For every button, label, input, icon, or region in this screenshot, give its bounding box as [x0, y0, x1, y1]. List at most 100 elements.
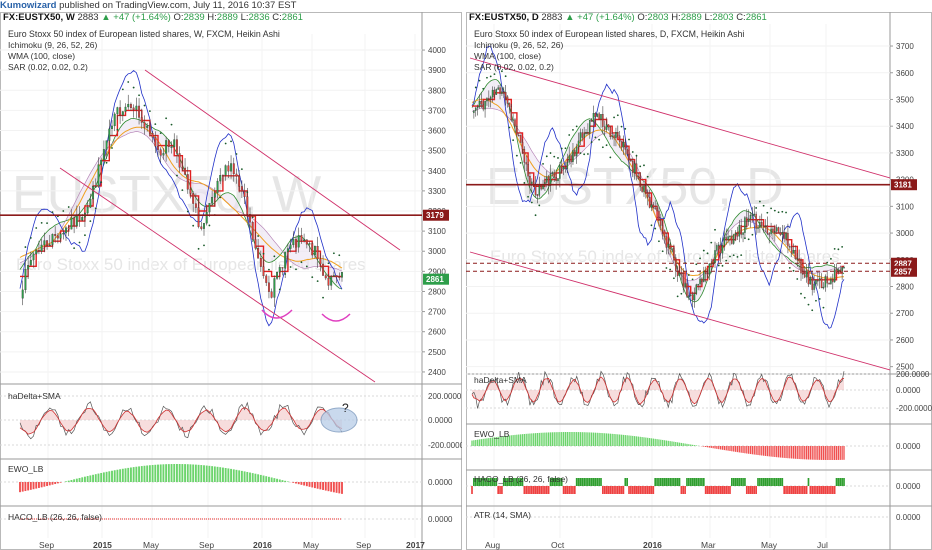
candle-body — [35, 249, 38, 255]
sar-dot — [176, 174, 178, 177]
haco-bar — [527, 486, 529, 494]
ewo-bar — [538, 432, 540, 446]
candle-body — [560, 165, 563, 170]
ewo-bar — [615, 434, 617, 446]
symbol-label[interactable]: FX:EUSTX50, W — [3, 12, 75, 23]
sar-dot — [240, 168, 243, 171]
ewo-bar — [314, 482, 316, 489]
ewo-bar — [97, 473, 100, 482]
legend-sar[interactable]: SAR (0.02, 0.02, 0.2) — [8, 62, 88, 72]
legend-wma[interactable]: WMA (100, close) — [474, 51, 542, 61]
chikou-span-line — [471, 45, 845, 329]
legend-title[interactable]: Euro Stoxx 50 index of European listed s… — [8, 29, 280, 39]
candle-body — [727, 236, 729, 241]
haco-bar — [605, 486, 608, 494]
candle-body — [327, 277, 330, 286]
legend-title[interactable]: Euro Stoxx 50 index of European listed s… — [474, 29, 745, 39]
candle-body — [824, 276, 827, 288]
candle-body — [557, 178, 559, 182]
price-tick-label: 3400 — [896, 122, 914, 131]
legend-wma[interactable]: WMA (100, close) — [8, 51, 76, 61]
haco-bar — [596, 478, 599, 486]
haco-bar — [665, 478, 668, 486]
price-tag-label: 2887 — [894, 259, 912, 268]
ewo-bar — [138, 466, 140, 482]
haco-title[interactable]: HACO_LB (26, 26, false) — [474, 474, 569, 484]
panel-tick-label: 0.0000 — [896, 442, 921, 451]
candle-body — [562, 166, 565, 170]
haco-bar — [764, 478, 767, 486]
price-tick-label: 2600 — [896, 336, 914, 345]
ewo-title[interactable]: EWO_LB — [8, 464, 44, 474]
symbol-label[interactable]: FX:EUSTX50, D — [469, 12, 539, 23]
legend-ichimoku[interactable]: Ichimoku (9, 26, 52, 26) — [474, 40, 564, 50]
ewo-bar — [549, 432, 552, 446]
candle-body — [482, 104, 484, 110]
ewo-bar — [205, 465, 208, 482]
candle-body — [24, 269, 27, 291]
ewo-bar — [718, 446, 720, 450]
haco-bar — [588, 478, 591, 486]
candle-body — [311, 243, 314, 256]
sar-dot — [822, 306, 825, 309]
ewo-bar — [521, 434, 524, 446]
candle-body — [129, 103, 132, 109]
candle-body — [227, 165, 230, 172]
ewo-bar — [67, 480, 70, 482]
hadelta-title[interactable]: haDelta+SMA — [474, 375, 527, 385]
sar-dot — [807, 303, 810, 306]
ewo-bar — [639, 436, 641, 446]
candle-body — [276, 272, 279, 279]
sar-dot — [46, 222, 48, 225]
haco-bar — [521, 478, 524, 486]
candle-body — [175, 139, 178, 154]
legend-sar[interactable]: SAR (0.02, 0.02, 0.2) — [474, 62, 554, 72]
haco-bar — [499, 486, 501, 494]
ewo-bar — [295, 482, 297, 484]
ewo-bar — [32, 482, 35, 490]
candle-body — [688, 295, 690, 297]
atr-title[interactable]: ATR (14, SMA) — [474, 510, 531, 520]
weekly-chart-canvas[interactable]: EUSTX50, W Euro Stoxx 50 index of Europea… — [0, 12, 462, 550]
candle-body — [579, 132, 582, 142]
ewo-title[interactable]: EWO_LB — [474, 429, 510, 439]
close-value: 2861 — [745, 12, 767, 23]
ewo-bar — [604, 433, 606, 446]
candle-body — [596, 113, 598, 117]
hadelta-title[interactable]: haDelta+SMA — [8, 391, 61, 401]
haco-title[interactable]: HACO_LB (26, 26, false) — [8, 512, 103, 522]
haco-bar — [577, 478, 580, 486]
candle-body — [232, 163, 235, 175]
haco-bar — [762, 478, 765, 486]
ewo-bar — [559, 432, 561, 446]
ewo-bar — [830, 446, 832, 460]
candle-body — [566, 162, 569, 169]
haco-bar — [757, 478, 759, 486]
candle-body — [86, 207, 89, 214]
haco-bar — [480, 478, 483, 486]
weekly-chart[interactable]: EUSTX50, W Euro Stoxx 50 index of Europea… — [0, 12, 462, 550]
sar-dot — [300, 261, 303, 264]
legend-ichimoku[interactable]: Ichimoku (9, 26, 52, 26) — [8, 40, 98, 50]
daily-chart[interactable]: EUSTX50, D Euro Stoxx 50 index of Europea… — [466, 12, 932, 550]
candle-body — [790, 247, 793, 254]
haco-bar — [648, 486, 651, 494]
haco-bar — [510, 478, 513, 486]
ewo-bar — [116, 469, 119, 482]
ewo-bar — [680, 442, 683, 446]
candle-body — [525, 162, 527, 165]
ewo-bar — [92, 474, 94, 482]
author-link[interactable]: Kumowizard — [0, 0, 57, 11]
ewo-bar — [124, 468, 127, 482]
time-tick-label: Mar — [701, 540, 716, 550]
candle-body — [813, 283, 815, 290]
ewo-bar — [181, 464, 184, 482]
candle-body — [768, 233, 770, 235]
ewo-bar — [673, 441, 675, 446]
haco-bar — [508, 478, 511, 486]
candle-body — [51, 234, 54, 245]
ewo-bar — [643, 437, 645, 446]
ewo-bar — [265, 476, 268, 482]
ewo-bar — [311, 482, 314, 488]
